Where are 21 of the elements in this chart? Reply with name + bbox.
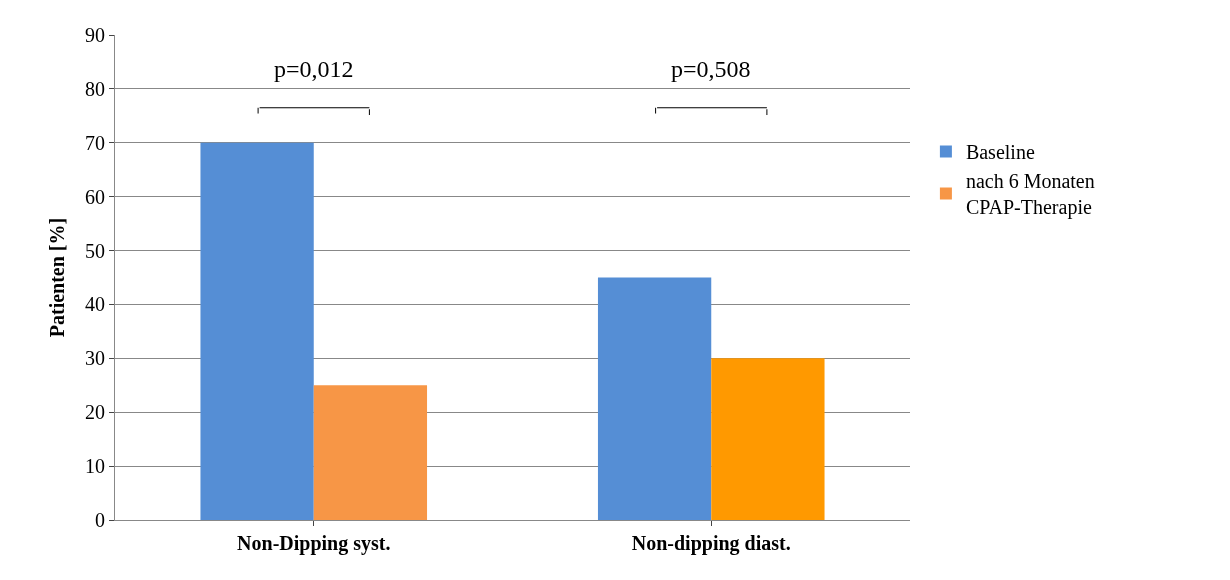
y-tick-label: 20 [85,401,105,424]
y-tick-label: 0 [95,509,105,531]
y-tick-label: 50 [85,239,105,262]
y-tick-label: 70 [85,131,105,154]
annotation: p=0,508 [671,56,751,82]
annotation: p=0,012 [274,56,354,82]
x-tick-label: Non-Dipping syst. [237,532,391,555]
y-tick-label: 60 [85,185,105,208]
bar [597,277,712,520]
legend-label: nach 6 Monaten CPAP-Therapie [965,170,1095,220]
bar [313,385,428,520]
bar [200,142,314,520]
y-tick-label: 80 [85,77,105,100]
y-tick-label: 30 [85,347,105,370]
x-tick-label: Non-dipping diast. [631,532,791,555]
legend-label: Baseline [965,141,1035,164]
bar [711,358,825,520]
y-tick-label: 40 [85,293,105,316]
y-axis-title: Patienten [%] [45,217,68,338]
y-tick-label: 10 [85,455,105,478]
y-tick-label: 90 [85,24,105,46]
